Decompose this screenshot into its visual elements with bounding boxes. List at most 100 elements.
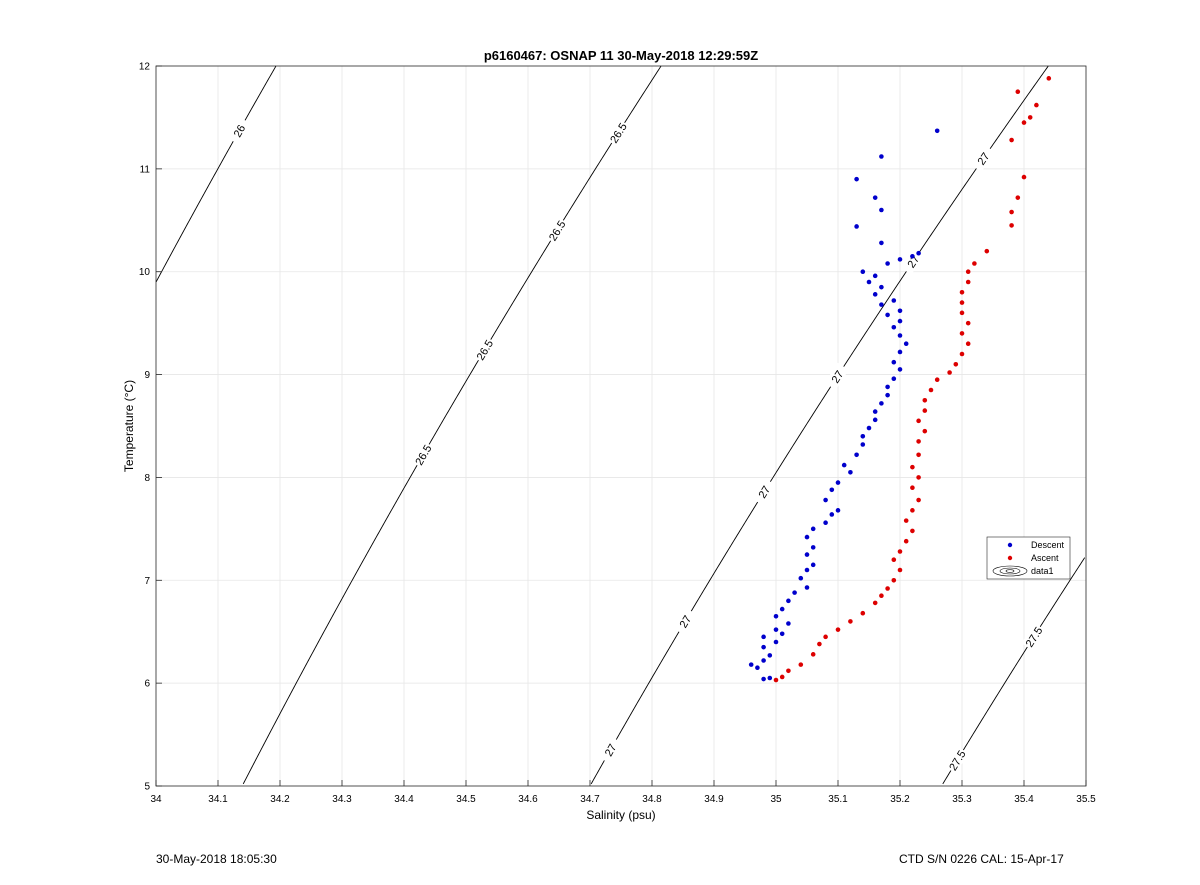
descent-point <box>854 224 859 229</box>
contour-label-group: 27 <box>598 736 622 764</box>
ascent-point <box>879 593 884 599</box>
ascent-point <box>1015 89 1021 95</box>
y-tick-label: 10 <box>139 267 151 278</box>
ascent-point <box>965 269 971 275</box>
descent-point <box>848 469 853 475</box>
contour-label-group: 27 <box>970 144 996 172</box>
ascent-point <box>910 528 915 534</box>
contour-label: 27 <box>678 614 695 631</box>
contour-label: 27 <box>830 369 847 386</box>
ascent-point <box>897 567 903 573</box>
descent-point <box>897 318 903 324</box>
descent-point <box>748 662 754 667</box>
descent-point <box>829 512 835 517</box>
x-tick-label: 34.7 <box>580 794 600 805</box>
ascent-point <box>922 408 928 413</box>
descent-point <box>854 176 859 182</box>
ascent-point <box>959 351 965 357</box>
descent-point <box>879 207 884 213</box>
contour-label-bg <box>411 440 435 469</box>
contour-label-bg <box>824 362 849 390</box>
ascent-point <box>1009 209 1014 215</box>
plot-area <box>156 66 1086 786</box>
y-tick-label: 12 <box>139 62 151 73</box>
descent-point <box>910 253 915 259</box>
descent-point <box>872 273 878 279</box>
y-tick-label: 8 <box>144 473 150 484</box>
contour-label-bg <box>472 335 496 364</box>
descent-point <box>835 508 841 513</box>
x-tick-label: 34.3 <box>332 794 352 805</box>
descent-point <box>786 598 791 604</box>
descent-point <box>804 552 810 557</box>
descent-point <box>866 279 872 285</box>
ascent-point <box>817 641 822 647</box>
ascent-point <box>1009 223 1014 228</box>
descent-point <box>841 462 847 468</box>
descent-point <box>804 534 810 540</box>
legend: Descent Ascent data1 <box>986 536 1071 580</box>
descent-point <box>773 639 779 645</box>
descent-point <box>897 367 903 372</box>
contour-label-group: 27 <box>751 477 776 506</box>
x-tick-label: 34.6 <box>518 794 538 805</box>
legend-data1-label: data1 <box>1031 566 1054 576</box>
ascent-point <box>1009 137 1014 143</box>
legend-ascent-marker <box>1007 555 1013 561</box>
descent-point <box>810 562 816 568</box>
contour-line-0 <box>155 65 277 283</box>
x-tick-label: 35 <box>770 794 782 805</box>
descent-point <box>934 128 940 134</box>
x-tick-label: 35.2 <box>890 794 910 805</box>
chart-title: p6160467: OSNAP 11 30-May-2018 12:29:59Z <box>484 48 758 63</box>
ascent-point <box>773 677 779 683</box>
x-tick-label: 35.4 <box>1014 794 1034 805</box>
contour-label-bg <box>544 216 569 244</box>
contour-label-bg <box>1021 622 1046 651</box>
descent-point <box>761 644 766 650</box>
descent-point <box>779 631 785 637</box>
y-tick-label: 11 <box>140 164 151 175</box>
ascent-point <box>798 662 804 667</box>
footer-instrument: CTD S/N 0226 CAL: 15-Apr-17 <box>899 852 1064 866</box>
ascent-point <box>934 377 940 383</box>
x-tick-label: 34.2 <box>270 794 290 805</box>
ascent-point <box>1015 195 1021 200</box>
descent-point <box>885 261 890 266</box>
descent-point <box>916 250 921 256</box>
grid <box>156 66 1086 786</box>
descent-point <box>854 452 859 458</box>
ascent-point <box>872 600 878 606</box>
contour-label-bg <box>598 736 622 764</box>
x-tick-label: 35.5 <box>1076 794 1096 805</box>
contour-label: 27 <box>906 254 923 271</box>
x-tick-label: 34.1 <box>208 794 228 805</box>
contour-label: 26 <box>232 123 248 140</box>
descent-point <box>879 154 884 159</box>
ascent-point <box>916 452 921 458</box>
y-tick-label: 5 <box>144 782 150 793</box>
ascent-point <box>965 320 971 326</box>
descent-point <box>823 520 828 525</box>
x-tick-label: 34.9 <box>704 794 724 805</box>
descent-point <box>786 621 791 626</box>
contour-label-group: 26 <box>227 116 251 145</box>
ascent-point <box>922 428 928 434</box>
contour-label-group: 27 <box>824 362 849 390</box>
descent-point <box>879 284 884 290</box>
ascent-point <box>916 475 921 480</box>
descent-point <box>804 585 810 590</box>
y-axis-label: Temperature (°C) <box>122 380 136 472</box>
descent-point <box>767 675 773 681</box>
descent-point <box>897 349 903 355</box>
ascent-point <box>916 497 921 503</box>
descent-point <box>860 433 866 439</box>
descent-point <box>903 341 909 347</box>
ascent-point <box>910 485 915 491</box>
descent-point <box>792 590 797 595</box>
descent-point <box>891 298 897 303</box>
ascent-point <box>916 439 921 444</box>
ascent-point <box>916 418 921 424</box>
contour-line-1 <box>242 65 662 785</box>
contour-line-2 <box>590 65 1049 785</box>
